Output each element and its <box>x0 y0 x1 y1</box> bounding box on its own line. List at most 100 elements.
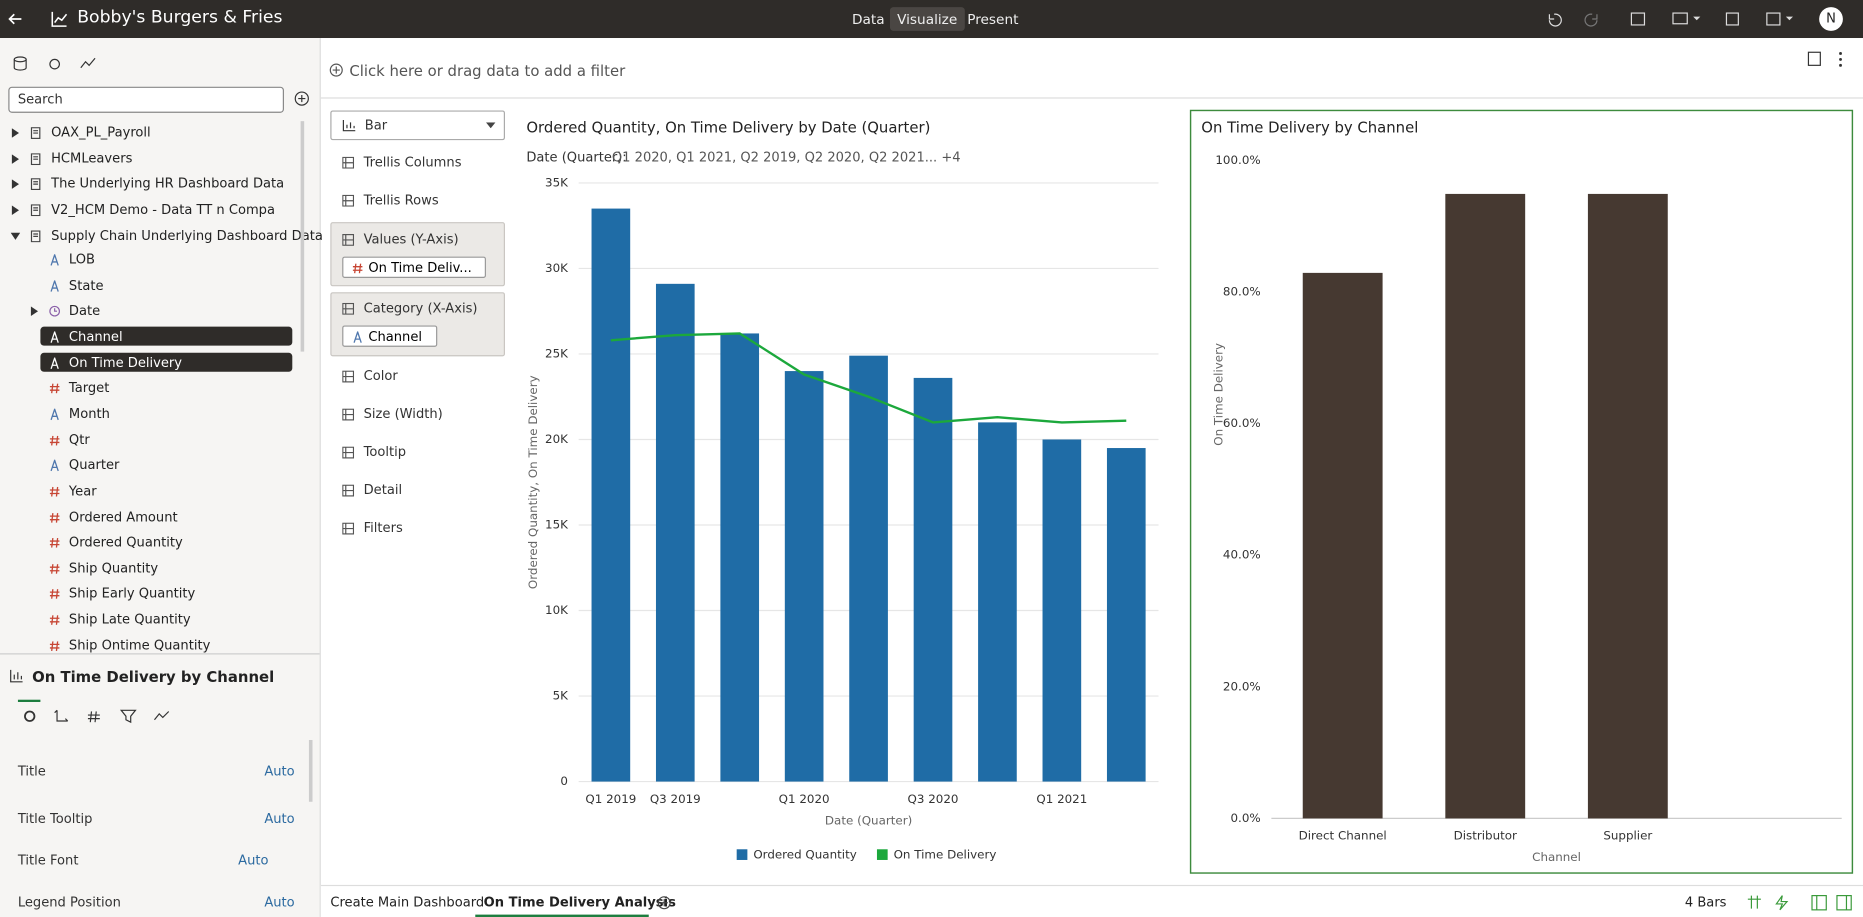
properties-panel: On Time Delivery by Channel Title Auto Tit… <box>0 653 320 917</box>
panel-tabs[interactable] <box>10 53 105 74</box>
dataset[interactable]: Supply Chain Underlying Dashboard Data <box>51 228 323 244</box>
property-value[interactable]: Auto <box>264 811 295 827</box>
add-canvas[interactable] <box>657 896 671 910</box>
y-tick-label: 80.0% <box>1223 284 1261 298</box>
x-axis-label: Date (Quarter) <box>825 813 912 827</box>
canvas-icons[interactable] <box>1806 51 1854 68</box>
grammar-section[interactable]: Trellis Rows <box>363 192 439 208</box>
bar <box>1445 193 1526 819</box>
chart-type-select[interactable]: Bar <box>330 110 505 141</box>
line <box>610 332 1127 424</box>
grammar-section[interactable]: Size (Width) <box>363 406 443 422</box>
column[interactable]: Date <box>68 302 101 319</box>
bar <box>784 371 824 782</box>
toolbar-icons[interactable] <box>1545 10 1842 29</box>
legend-swatch <box>736 849 748 860</box>
expander[interactable] <box>10 232 21 242</box>
legend-label: On Time Delivery <box>894 848 997 862</box>
x-axis-label: Channel <box>1532 850 1581 864</box>
mode-tab[interactable]: Data <box>851 10 885 28</box>
expander[interactable] <box>11 179 21 189</box>
property-value[interactable]: Auto <box>238 852 269 869</box>
column[interactable]: Target <box>68 380 110 396</box>
column[interactable]: Ordered Quantity <box>68 534 183 550</box>
grammar-section[interactable]: Filters <box>363 520 403 536</box>
y-tick-label: 100.0% <box>1215 153 1260 167</box>
x-tick-label: Supplier <box>1603 829 1652 843</box>
expander[interactable] <box>11 128 21 138</box>
category-drop[interactable]: Category (X-Axis) Channel <box>330 292 505 357</box>
data-panel: Search OAX_PL_Payroll HCMLeavers The Under… <box>0 38 323 917</box>
filter-bar[interactable]: Click here or drag data to add a filter <box>320 39 1863 99</box>
x-tick-label: Q3 2020 <box>908 792 959 806</box>
back-button[interactable] <box>7 11 24 28</box>
dataset[interactable]: The Underlying HR Dashboard Data <box>51 175 285 192</box>
dataset[interactable]: HCMLeavers <box>51 150 133 167</box>
property-value[interactable]: Auto <box>264 894 295 910</box>
dropdown-arrow <box>485 122 496 129</box>
x-tick-label: Direct Channel <box>1299 829 1387 843</box>
column[interactable]: Ship Ontime Quantity <box>68 637 211 654</box>
chart-subtitle: Q1 2020, Q1 2021, Q2 2019, Q2 2020, Q2 2… <box>612 150 961 165</box>
column[interactable]: Year <box>68 483 97 499</box>
grammar-section[interactable]: Color <box>363 368 398 384</box>
bar <box>849 355 888 782</box>
property-tabs[interactable] <box>17 699 184 726</box>
column[interactable]: Qtr <box>68 432 90 448</box>
column[interactable]: Ship Early Quantity <box>68 585 196 602</box>
column[interactable]: Ship Quantity <box>68 560 159 577</box>
property-label: Legend Position <box>17 894 121 910</box>
y-tick-label: 35K <box>545 175 569 189</box>
canvas-tab[interactable]: On Time Delivery Analysis <box>483 894 676 910</box>
search-box[interactable]: Search <box>8 86 284 113</box>
column[interactable]: LOB <box>68 251 96 268</box>
y-axis-label: Ordered Quantity, On Time Delivery <box>526 375 540 589</box>
expander[interactable] <box>11 154 21 164</box>
values-drop[interactable]: Values (Y-Axis) On Time Deliv... <box>330 222 505 287</box>
expander[interactable] <box>11 205 21 215</box>
dataset[interactable]: V2_HCM Demo - Data TT n Compa <box>51 201 275 218</box>
x-tick-label: Q1 2020 <box>779 792 830 806</box>
search-placeholder: Search <box>17 91 63 107</box>
category-item[interactable]: Channel <box>342 325 438 347</box>
chart-subtitle-label: Date (Quarter): <box>526 150 626 165</box>
canvas-tab[interactable]: Create Main Dashboard <box>330 894 485 910</box>
y-tick-label: 0 <box>560 774 568 788</box>
column[interactable]: State <box>68 277 104 294</box>
x-tick-label: Q3 2019 <box>650 792 701 806</box>
column[interactable]: Quarter <box>68 457 120 473</box>
section-label: Values (Y-Axis) <box>363 231 459 248</box>
values-item[interactable]: On Time Deliv... <box>342 256 486 278</box>
chart-title: On Time Delivery by Channel <box>1201 118 1418 136</box>
add-button[interactable] <box>293 90 310 107</box>
column[interactable]: On Time Delivery <box>68 355 183 371</box>
bar <box>1302 272 1383 819</box>
column[interactable]: Ordered Amount <box>68 509 178 526</box>
grammar-section[interactable]: Tooltip <box>363 444 407 460</box>
y-tick-label: 15K <box>545 518 569 532</box>
x-tick-label: Distributor <box>1454 829 1517 843</box>
mode-tab[interactable]: Present <box>967 10 1019 28</box>
section-label: Category (X-Axis) <box>363 300 478 316</box>
grammar-section[interactable]: Trellis Columns <box>363 154 462 170</box>
bar <box>1587 193 1668 819</box>
selection <box>40 326 293 346</box>
mode-tab[interactable]: Visualize <box>889 7 965 31</box>
column[interactable]: Ship Late Quantity <box>68 611 191 628</box>
column[interactable]: Channel <box>68 329 123 345</box>
avatar[interactable]: N <box>1819 7 1843 31</box>
property-value[interactable]: Auto <box>264 763 295 780</box>
grammar-section[interactable]: Detail <box>363 482 403 498</box>
status-icons[interactable] <box>1747 894 1860 911</box>
expander[interactable] <box>30 306 40 316</box>
dataset[interactable]: OAX_PL_Payroll <box>51 124 151 141</box>
y-tick-label: 30K <box>545 261 569 275</box>
filter-add-icon <box>329 63 343 77</box>
legend-label: Ordered Quantity <box>753 848 856 862</box>
selection <box>40 352 293 372</box>
x-tick-label: Q1 2019 <box>585 792 636 806</box>
chart-type: Bar <box>364 117 388 134</box>
y-tick-label: 60.0% <box>1223 416 1261 430</box>
column[interactable]: Month <box>68 406 110 422</box>
